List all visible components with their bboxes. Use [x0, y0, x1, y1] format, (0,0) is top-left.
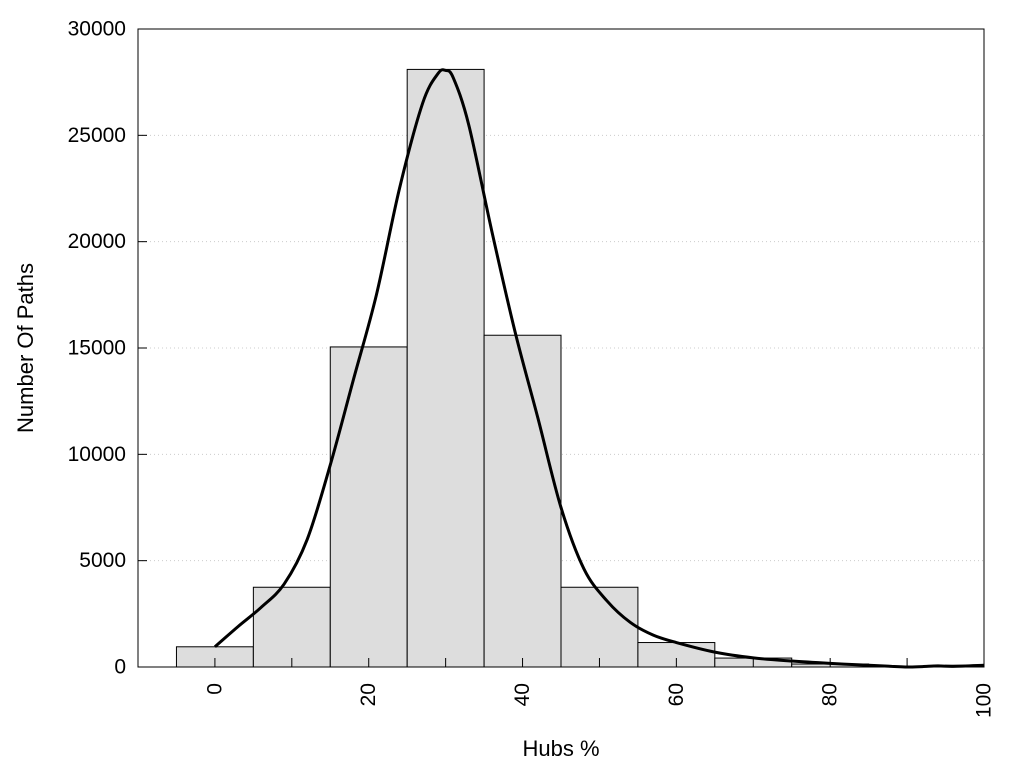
x-tick-label-40: 40 — [511, 683, 534, 706]
y-tick-label-25000: 25000 — [68, 124, 126, 147]
y-tick-label-0: 0 — [114, 656, 126, 679]
y-tick-label-30000: 30000 — [68, 18, 126, 41]
y-tick-label-10000: 10000 — [68, 443, 126, 466]
x-tick-label-20: 20 — [357, 683, 380, 706]
y-axis-title: Number Of Paths — [13, 263, 38, 433]
x-axis-title: Hubs % — [522, 736, 599, 761]
bar-50 — [560, 586, 639, 668]
grid-lines — [138, 134, 984, 562]
x-tick-label-0: 0 — [203, 683, 226, 695]
bar-40 — [483, 334, 562, 668]
density-curve-layer — [213, 68, 985, 669]
bar-20 — [329, 346, 408, 668]
x-axis-ticks: 0 20 40 60 80 100 — [203, 658, 996, 718]
y-tick-label-20000: 20000 — [68, 230, 126, 253]
x-tick-label-60: 60 — [665, 683, 688, 706]
y-tick-label-15000: 15000 — [68, 337, 126, 360]
density-curve — [213, 68, 985, 669]
x-tick-label-100: 100 — [973, 683, 996, 718]
histogram-bars — [175, 68, 985, 668]
bar-10 — [252, 586, 331, 668]
y-tick-label-5000: 5000 — [79, 549, 126, 572]
y-axis-ticks: 0 5000 10000 15000 20000 25000 30000 — [68, 18, 147, 679]
x-tick-label-80: 80 — [819, 683, 842, 706]
bar-30 — [406, 68, 485, 668]
